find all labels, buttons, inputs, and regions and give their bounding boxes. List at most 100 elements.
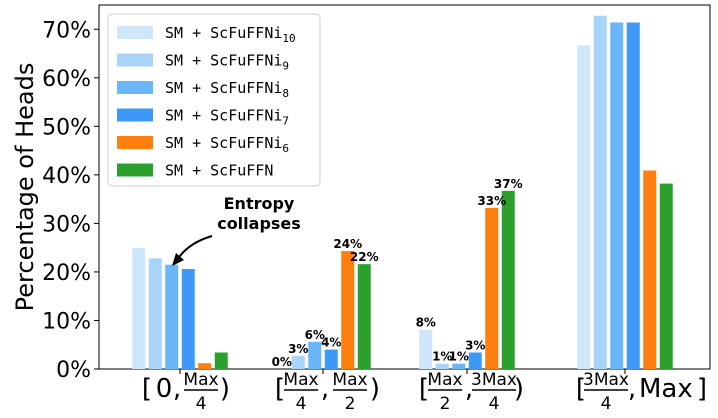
bracket-close: ) (370, 374, 380, 404)
range-start: Max 4 (283, 370, 318, 414)
bar-value-label: 0% (272, 355, 292, 369)
range-start: Max 2 (427, 370, 462, 414)
bar-value-label: 8% (416, 316, 436, 330)
bracket-close: ) (220, 374, 230, 404)
bars-group (132, 15, 673, 370)
bar-value-label: 24% (333, 237, 362, 251)
legend-label: SM + ScFuFFNi7 (165, 107, 289, 128)
legend-entry: SM + ScFuFFN (117, 162, 273, 180)
fraction-denominator: 4 (296, 394, 307, 414)
plot-area-frame (98, 4, 711, 370)
y-tick-label: 60% (42, 67, 91, 92)
bar (659, 183, 673, 369)
y-tick-label: 50% (42, 115, 91, 140)
bar (501, 190, 515, 369)
legend-swatch (117, 81, 153, 94)
range-end: Max (639, 374, 693, 404)
fraction-numerator: 3Max (583, 370, 629, 390)
bar (626, 22, 640, 370)
bar (593, 15, 607, 369)
bar (132, 248, 146, 369)
legend-label-subscript: 10 (282, 32, 295, 45)
bar-value-label: 37% (494, 177, 523, 191)
legend-label-subscript: 7 (282, 115, 289, 128)
legend-label: SM + ScFuFFNi8 (165, 79, 289, 100)
y-tick-label: 20% (42, 261, 91, 286)
comma: , (628, 374, 636, 404)
bar-value-label: 6% (305, 328, 325, 342)
bar-value-label: 4% (321, 336, 341, 350)
legend-swatch (117, 26, 153, 39)
bar (341, 251, 355, 369)
legend-entry: SM + ScFuFFNi6 (117, 134, 289, 155)
x-tick-label: [0, Max 4) (142, 370, 230, 414)
bar-value-label: 1% (432, 350, 452, 364)
annotation-line2: collapses (217, 214, 301, 233)
legend-label: SM + ScFuFFNi9 (165, 52, 289, 73)
fraction-denominator: 2 (345, 394, 356, 414)
bracket-close: ] (697, 374, 707, 404)
bracket-open: [ (576, 374, 586, 404)
fraction-denominator: 4 (601, 394, 612, 414)
y-tick-label: 0% (56, 358, 91, 383)
legend-label: SM + ScFuFFNi10 (165, 24, 296, 45)
annotation-arrow (176, 235, 213, 261)
legend-entry: SM + ScFuFFNi8 (117, 79, 289, 100)
bar-value-label: 3% (288, 342, 308, 356)
bar (214, 352, 228, 369)
bar (308, 341, 322, 369)
legend-label-subscript: 6 (282, 142, 289, 155)
comma: , (173, 374, 181, 404)
fraction-denominator: 4 (489, 394, 500, 414)
bar (357, 264, 371, 369)
annotation: Entropy collapses (172, 194, 301, 266)
bracket-close: ) (514, 374, 524, 404)
bar (610, 22, 624, 370)
bar (485, 207, 499, 369)
y-axis-label: Percentage of Heads (11, 63, 39, 312)
legend-label-subscript: 9 (282, 60, 289, 73)
bar (435, 363, 449, 369)
fraction-denominator: 2 (440, 394, 451, 414)
annotation-line1: Entropy (224, 194, 295, 213)
legend-entry: SM + ScFuFFNi7 (117, 107, 289, 128)
bar-value-label: 33% (477, 194, 506, 208)
fraction-numerator: 3Max (471, 370, 517, 390)
bar-value-label: 3% (465, 338, 485, 352)
fraction-denominator: 4 (196, 394, 207, 414)
range-end: 3Max 4 (471, 370, 517, 414)
legend-swatch (117, 163, 153, 177)
y-axis: 0% 10% 20% 30% 40% 50% 60% 70% (42, 18, 99, 383)
comma: , (465, 374, 473, 404)
legend: SM + ScFuFFNi10 SM + ScFuFFNi9 SM + ScFuFF… (107, 13, 321, 187)
range-end: Max 4 (183, 370, 218, 414)
legend-label: SM + ScFuFFNi6 (165, 134, 289, 155)
y-tick-label: 70% (42, 18, 91, 43)
legend-frame (107, 13, 321, 187)
bar (419, 329, 433, 369)
x-tick-label: [3Max 4, Max] (576, 370, 707, 414)
bracket-open: [ (275, 374, 285, 404)
bar-value-label: 1% (449, 350, 469, 364)
bar (643, 170, 657, 369)
fraction-numerator: Max (427, 370, 462, 390)
bracket-open: [ (419, 374, 429, 404)
legend-entry: SM + ScFuFFNi10 (117, 24, 296, 45)
fraction-numerator: Max (332, 370, 367, 390)
bar (324, 349, 338, 369)
bar (577, 45, 591, 370)
range-start: 0 (156, 374, 173, 404)
bar (148, 258, 162, 369)
bar (452, 363, 466, 369)
fraction-numerator: Max (283, 370, 318, 390)
bar (181, 269, 195, 369)
legend-swatch (117, 53, 153, 67)
bar (291, 355, 305, 369)
legend-label: SM + ScFuFFN (165, 162, 273, 180)
y-tick-label: 10% (42, 309, 91, 334)
legend-swatch (117, 136, 153, 149)
y-tick-label: 40% (42, 164, 91, 189)
bar (468, 352, 482, 369)
